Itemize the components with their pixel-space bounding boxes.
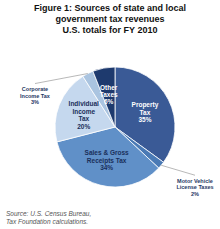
svg-text:Motor VehicleLicense Taxes2%: Motor VehicleLicense Taxes2% xyxy=(176,178,212,197)
html-text:Figure 1: Sources of state and: Figure 1: Sources of state and local gov… xyxy=(34,3,186,35)
svg-text:CorporateIncome Tax3%: CorporateIncome Tax3% xyxy=(20,86,51,105)
svg-text:PropertyTax35%: PropertyTax35% xyxy=(132,101,159,123)
svg-text:IndividualIncomeTax20%: IndividualIncomeTax20% xyxy=(69,100,100,129)
svg-text:Sales & GrossReceipts Tax34%: Sales & GrossReceipts Tax34% xyxy=(85,149,129,171)
html-text:Source: U.S. Census Bureau, Ta: Source: U.S. Census Bureau, Tax Foundati… xyxy=(6,210,92,225)
svg-text:OtherTaxes6%: OtherTaxes6% xyxy=(100,83,118,105)
